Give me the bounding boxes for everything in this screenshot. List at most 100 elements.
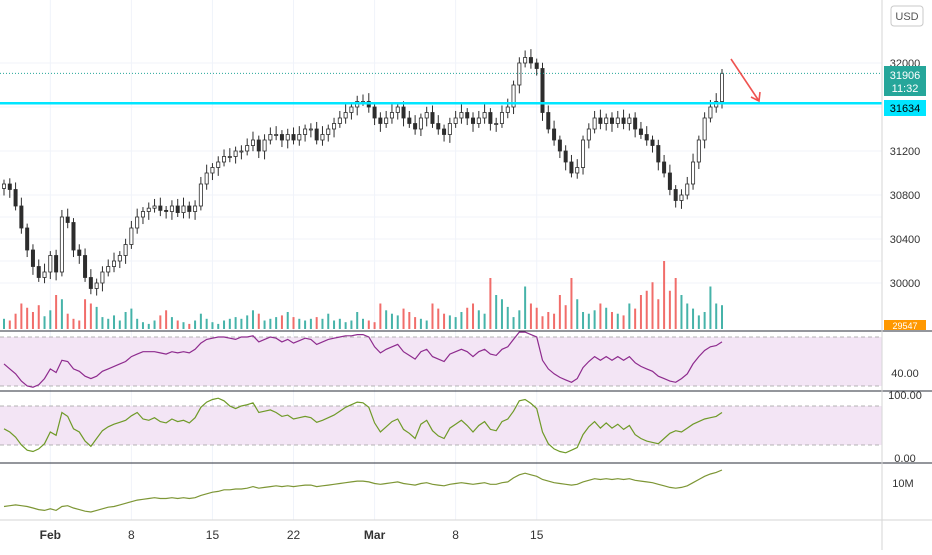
candle-body (233, 150, 238, 157)
volume-bar (257, 313, 260, 329)
volume-bar (292, 317, 295, 329)
volume-bar (315, 317, 318, 329)
candle-body (227, 156, 232, 158)
volume-bar (263, 320, 266, 329)
volume-bar (286, 312, 289, 329)
last-price-badge (884, 66, 926, 96)
candle-body (303, 128, 308, 135)
volume-bar (645, 290, 648, 329)
candle-body (581, 139, 586, 168)
candle-body (343, 112, 348, 119)
volume-bar (159, 315, 162, 329)
candle-body (546, 112, 551, 130)
volume-bar (26, 307, 29, 329)
candle-body (59, 216, 64, 273)
candle-body (528, 57, 533, 64)
candle-body (505, 106, 510, 113)
candle-body (129, 227, 134, 245)
volume-bar (721, 305, 723, 329)
volume-bar (176, 320, 179, 329)
volume-bar (8, 320, 11, 329)
candle-body (88, 277, 93, 289)
currency-button[interactable] (890, 5, 924, 27)
volume-badge (884, 320, 926, 330)
candle-body (540, 68, 545, 113)
volume-bar (31, 312, 34, 329)
candle-body (511, 84, 516, 108)
candle-body (19, 205, 24, 229)
candle-body (100, 271, 105, 284)
candle-body (667, 172, 672, 190)
candle-body (198, 183, 203, 207)
volume-bar (153, 320, 156, 329)
candle-body (685, 183, 690, 196)
candle-body (488, 112, 493, 124)
volume-bar (466, 307, 469, 329)
chart-drawings[interactable] (0, 58, 882, 105)
candle-body (656, 145, 661, 163)
volume-bar (686, 303, 689, 329)
volume-bar (136, 318, 139, 329)
candle-body (146, 207, 151, 212)
volume-bar (443, 313, 446, 329)
candle-body (349, 106, 354, 113)
volume-bar (309, 318, 312, 329)
candle-body (65, 216, 70, 223)
volume-bar (356, 312, 359, 329)
volume-bar (95, 306, 98, 329)
candle-body (720, 72, 725, 102)
rsi-line (3, 331, 723, 388)
arrow-drawing[interactable] (730, 58, 761, 103)
volume-bar (205, 318, 208, 329)
candle-body (158, 205, 163, 211)
volume-bar (448, 315, 451, 329)
last-price-label: 31906 (890, 70, 921, 82)
candle-body (465, 112, 470, 119)
time-tick-label: Mar (364, 528, 386, 542)
candle-body (378, 117, 383, 124)
indicator-lines (3, 331, 723, 513)
volume-bar (628, 303, 631, 329)
volume-bar (240, 318, 243, 329)
volume-bar (66, 313, 69, 329)
volume-bar (379, 303, 382, 329)
volume-bar (477, 310, 480, 329)
volume-bar (321, 318, 324, 329)
volume-bar (524, 286, 527, 329)
candle-body (337, 117, 342, 124)
volume-bar (396, 315, 399, 329)
volume-bar (118, 320, 121, 329)
time-axis[interactable]: Feb 8 15 22 Mar 8 15 (40, 528, 544, 542)
volume-bar (472, 303, 475, 329)
volume-bar (350, 320, 353, 329)
candle-body (696, 139, 701, 163)
time-tick-label: 22 (287, 528, 301, 542)
volume-bar (558, 295, 561, 329)
candle-body (94, 282, 99, 289)
volume-bar (3, 318, 5, 329)
volume-bar (228, 318, 231, 329)
volume-bar (663, 261, 666, 329)
candle-body (407, 117, 412, 124)
candle-body (447, 123, 452, 135)
volume-bar (680, 295, 683, 329)
candle-body (604, 117, 609, 124)
volume-bar (668, 290, 671, 329)
candle-body (123, 244, 128, 256)
volume-bar (367, 320, 370, 329)
candle-body (250, 139, 255, 146)
volume-bar (587, 313, 590, 329)
volume-bar (84, 299, 87, 329)
candle-body (552, 128, 557, 141)
volume-bar (489, 278, 492, 329)
volume-bar (674, 278, 677, 329)
candle-body (650, 139, 655, 146)
candle-body (262, 139, 267, 152)
candle-body (181, 205, 186, 213)
volume-bar (599, 303, 602, 329)
obv-tick-label: 10M (892, 478, 913, 490)
candle-body (517, 62, 522, 86)
